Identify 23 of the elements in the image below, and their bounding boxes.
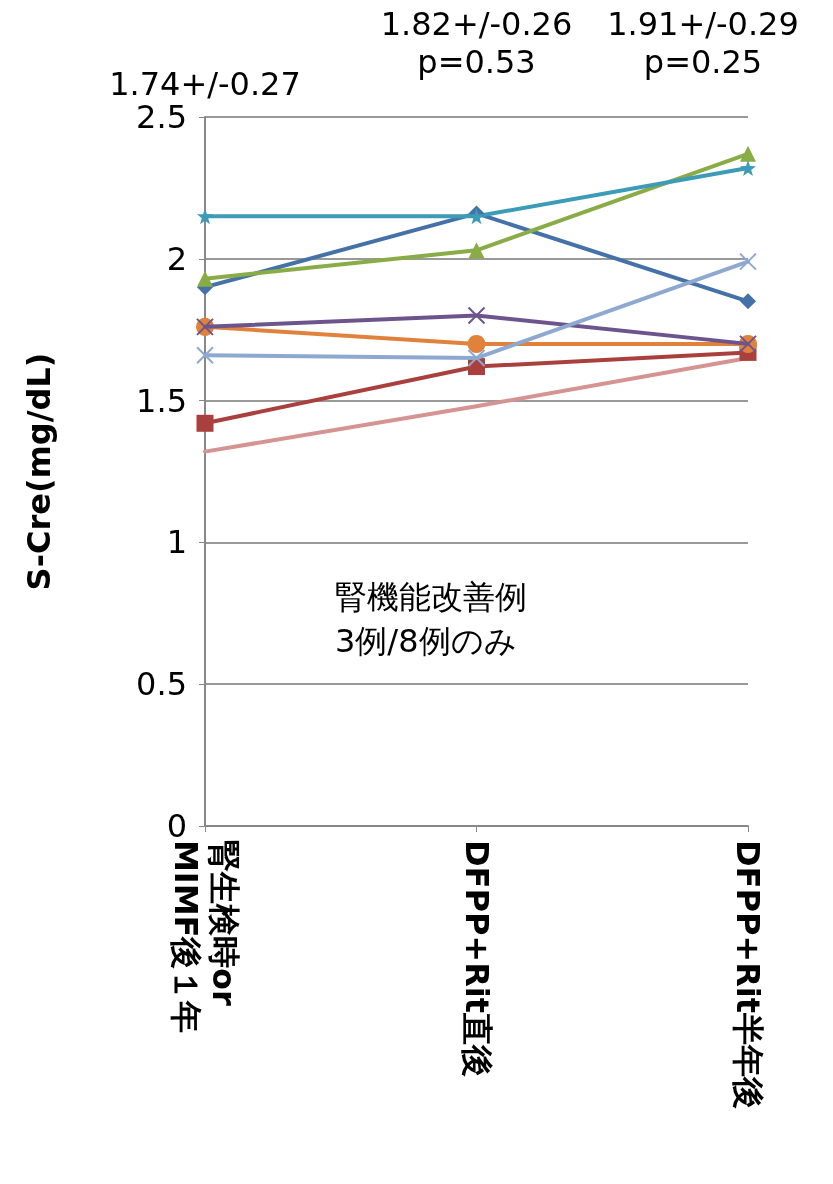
point	[740, 160, 756, 177]
y-tick-label: 2	[166, 239, 187, 278]
y-tick-label: 0.5	[136, 665, 187, 704]
x-tick-label: DFPP+Rit半年後	[729, 840, 767, 1110]
point	[467, 334, 486, 353]
point	[196, 346, 214, 365]
point	[467, 306, 486, 325]
text: 1.91+/-0.29 p=0.25	[607, 5, 799, 81]
y-tick-label: 1	[166, 523, 187, 562]
point	[739, 252, 757, 271]
annotation: 腎機能改善例 3例/8例のみ	[335, 578, 527, 660]
point	[197, 208, 213, 225]
x-tick-label: DFPP+Rit直後	[457, 840, 496, 1078]
text: 1.82+/-0.26 p=0.53	[380, 5, 573, 81]
point	[196, 414, 214, 432]
point	[468, 242, 485, 259]
point	[467, 349, 486, 368]
point	[197, 270, 213, 287]
y-tick-label: 1.5	[136, 381, 187, 420]
x-tick-label: 腎生検時or MIMF後１年	[167, 840, 243, 1034]
point	[740, 293, 756, 310]
point	[740, 145, 756, 162]
y-axis-title: S-Cre(mg/dL)	[20, 352, 58, 591]
